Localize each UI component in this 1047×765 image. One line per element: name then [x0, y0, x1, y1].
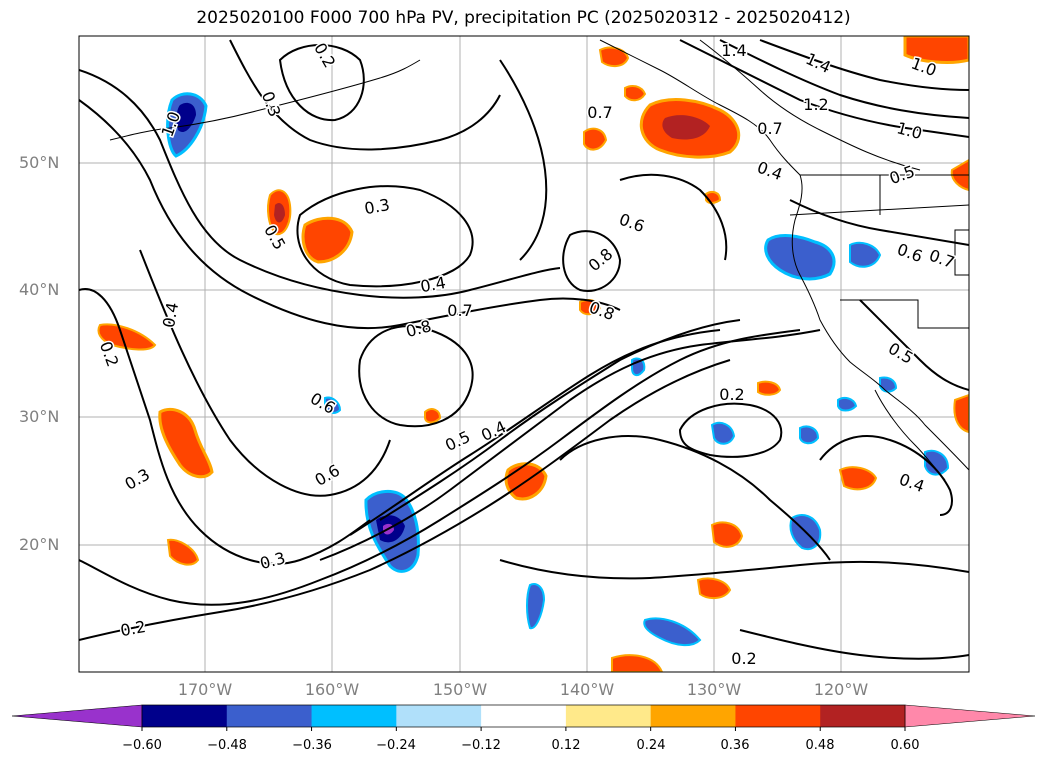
map-background: [79, 36, 969, 672]
lon-label-130w: 130°W: [686, 680, 742, 699]
chart-title: 2025020100 F000 700 hPa PV, precipitatio…: [196, 8, 851, 28]
colorbar: [11, 704, 1036, 731]
colorbar-tick-label: −0.36: [292, 738, 332, 753]
contour-label: 1.2: [803, 95, 828, 114]
colorbar-tick-label: −0.60: [122, 738, 162, 753]
precip-positive-areas: [97, 36, 969, 672]
colorbar-tick-label: 0.24: [636, 738, 666, 753]
contour-label: 0.3: [363, 195, 391, 218]
lon-label-160w: 160°W: [304, 680, 360, 699]
contour-label: 1.4: [721, 41, 746, 60]
contour-label: 0.7: [587, 103, 612, 122]
contour-label: 0.7: [757, 119, 782, 138]
colorbar-cell: [142, 705, 228, 727]
contour-label: 0.2: [719, 385, 744, 404]
colorbar-tick-label: −0.24: [376, 738, 416, 753]
colorbar-cell: [396, 705, 482, 727]
colorbar-cell: [481, 705, 567, 727]
colorbar-cell: [820, 705, 906, 727]
lat-label-30n: 30°N: [19, 407, 60, 426]
contour-label: 0.7: [447, 301, 472, 320]
lat-label-40n: 40°N: [19, 280, 60, 299]
colorbar-tick-label: 0.12: [551, 738, 581, 753]
colorbar-cell: [650, 705, 736, 727]
lon-label-150w: 150°W: [432, 680, 488, 699]
lon-label-170w: 170°W: [177, 680, 233, 699]
colorbar-tick-label: −0.48: [207, 738, 247, 753]
contour-label: 0.4: [159, 301, 182, 329]
colorbar-cell: [226, 705, 313, 727]
contour-label: 0.2: [731, 649, 756, 668]
colorbar-tick-label: 0.60: [890, 738, 920, 753]
colorbar-cell: [565, 705, 652, 727]
colorbar-cell: [311, 705, 397, 727]
colorbar-tick-label: 0.48: [805, 738, 835, 753]
colorbar-outline: [141, 704, 906, 728]
lat-label-50n: 50°N: [19, 153, 60, 172]
colorbar-extend-low: [11, 704, 143, 728]
lon-label-140w: 140°W: [559, 680, 615, 699]
pv-contours: [79, 39, 969, 660]
lat-label-20n: 20°N: [19, 535, 60, 554]
colorbar-tick-label: −0.12: [461, 738, 501, 753]
map-frame: [78, 35, 970, 673]
colorbar-extend-high: [904, 704, 1036, 728]
colorbar-cell: [735, 705, 821, 727]
colorbar-tick-label: 0.36: [720, 738, 750, 753]
lon-label-120w: 120°W: [813, 680, 869, 699]
